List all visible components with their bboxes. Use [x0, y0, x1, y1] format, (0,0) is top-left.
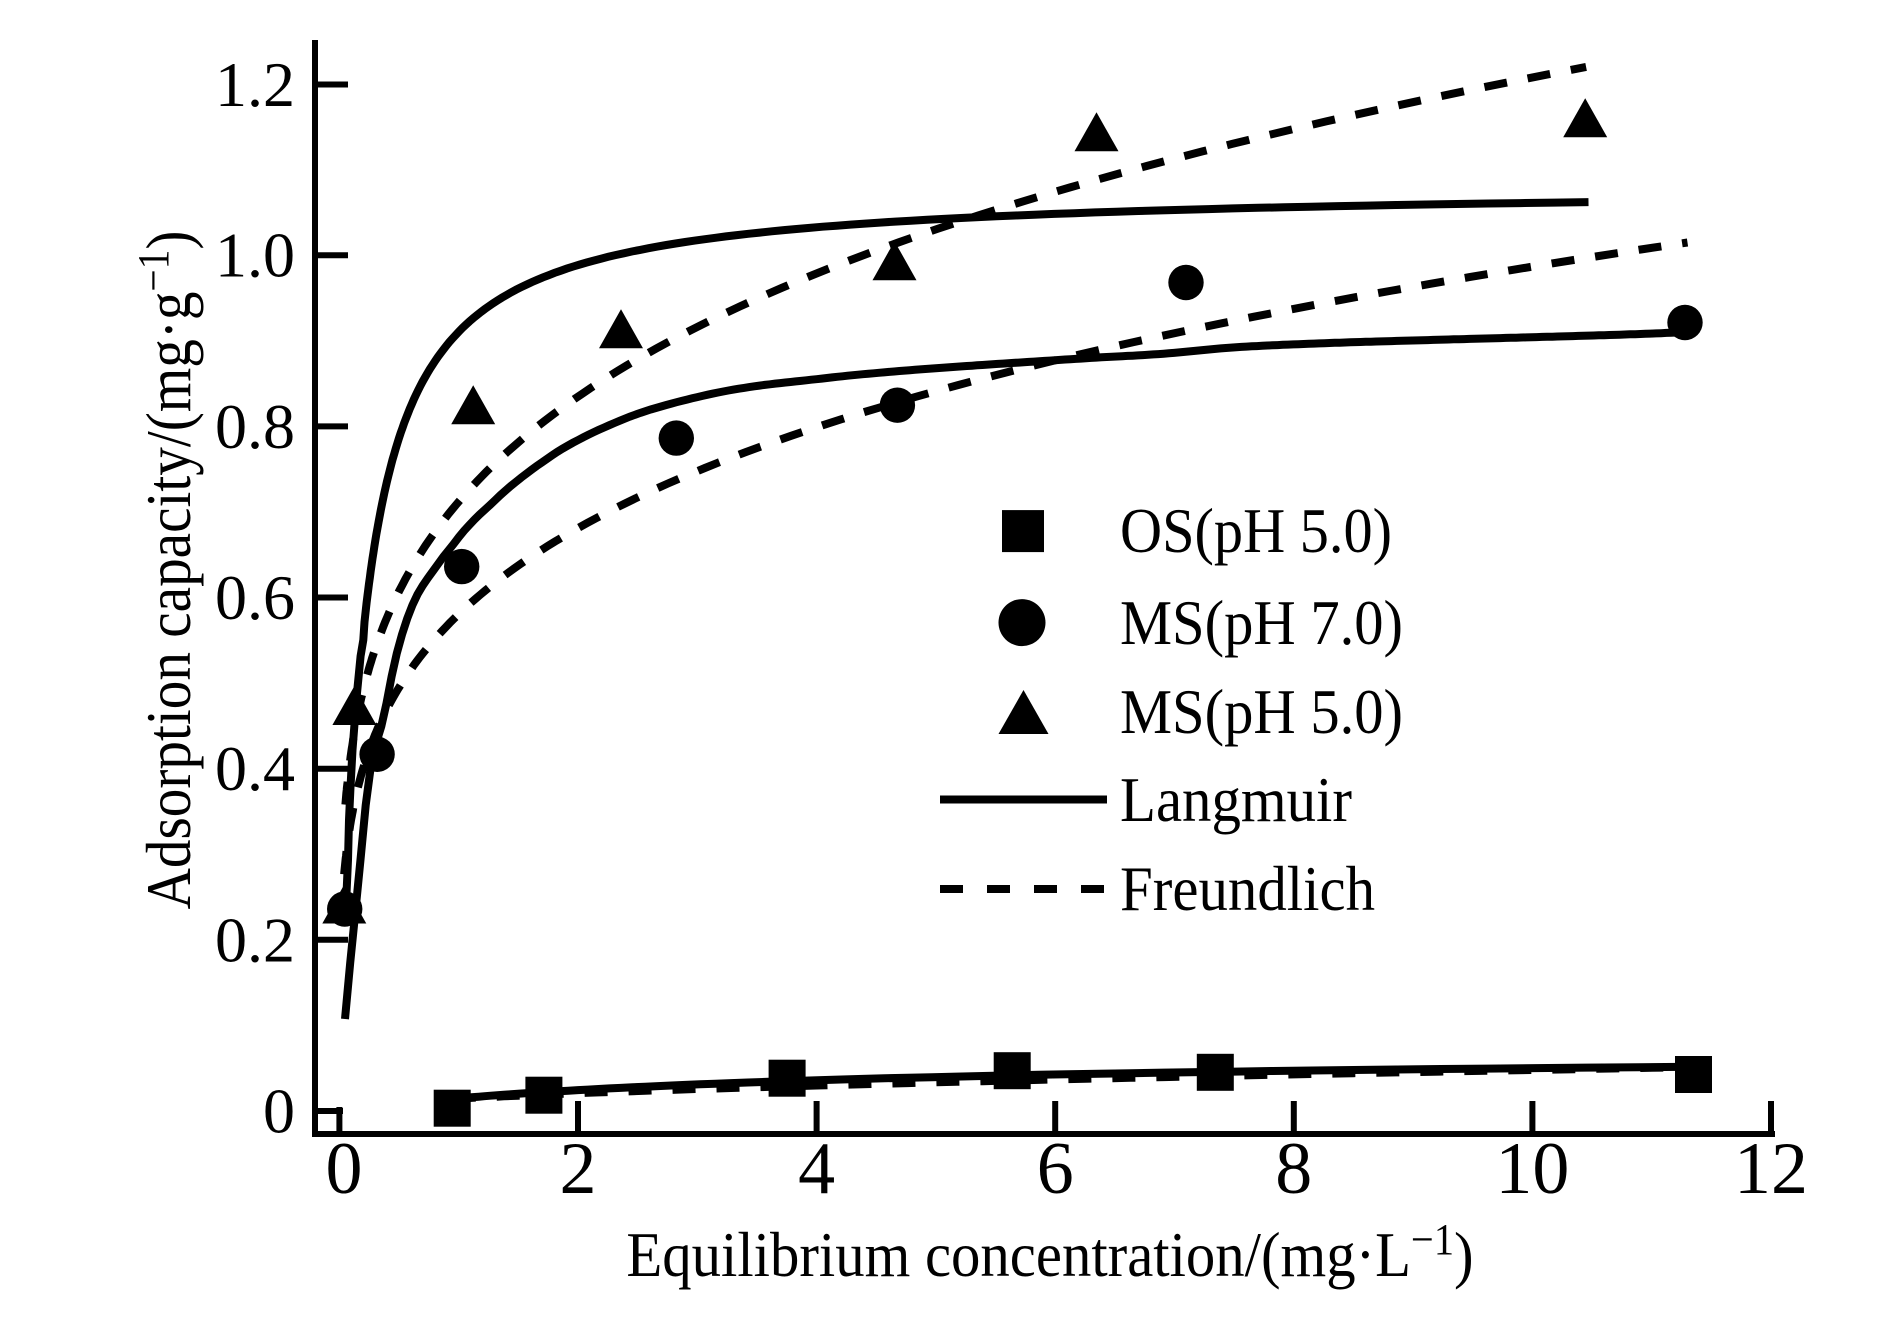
- svg-text:10: 10: [1495, 1128, 1569, 1210]
- svg-text:Freundlich: Freundlich: [1120, 853, 1375, 924]
- svg-text:MS(pH 5.0): MS(pH 5.0): [1120, 676, 1403, 747]
- svg-text:0.4: 0.4: [215, 733, 295, 804]
- svg-text:Langmuir: Langmuir: [1120, 764, 1352, 835]
- svg-text:OS(pH 5.0): OS(pH 5.0): [1120, 495, 1392, 566]
- svg-text:Adsorption capacity/(mg·g−1): Adsorption capacity/(mg·g−1): [130, 231, 205, 910]
- svg-text:0.2: 0.2: [215, 904, 295, 975]
- svg-text:2: 2: [560, 1128, 597, 1210]
- svg-text:1.2: 1.2: [215, 49, 295, 120]
- svg-text:8: 8: [1275, 1128, 1312, 1210]
- svg-text:0: 0: [326, 1128, 363, 1210]
- svg-text:MS(pH 7.0): MS(pH 7.0): [1120, 587, 1403, 658]
- svg-text:4: 4: [798, 1128, 835, 1210]
- svg-text:0.6: 0.6: [215, 562, 295, 633]
- svg-text:0.8: 0.8: [215, 391, 295, 462]
- svg-text:6: 6: [1037, 1128, 1074, 1210]
- svg-text:1.0: 1.0: [215, 220, 295, 291]
- svg-text:0: 0: [263, 1076, 295, 1147]
- svg-text:Equilibrium concentration/(mg·: Equilibrium concentration/(mg·L−1): [626, 1215, 1473, 1290]
- svg-text:12: 12: [1734, 1128, 1808, 1210]
